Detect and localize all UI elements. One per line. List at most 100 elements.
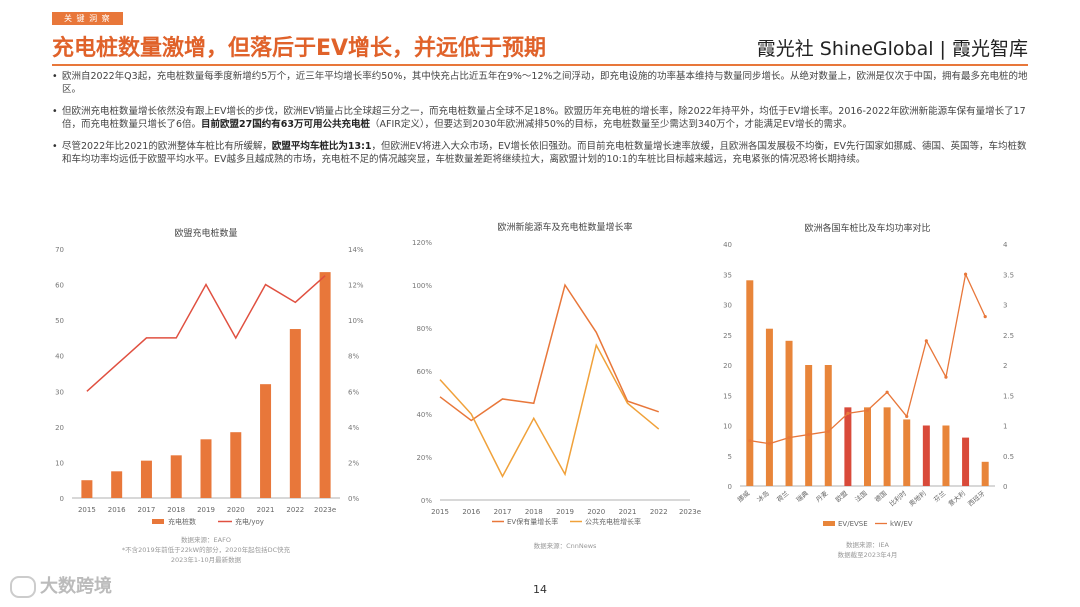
legend-swatch-bar — [152, 519, 164, 524]
y-right-tick-label: 10% — [348, 317, 364, 325]
y-right-tick-label: 1 — [1003, 423, 1007, 431]
y-right-tick-label: 8% — [348, 353, 359, 361]
y-right-tick-label: 3.5 — [1003, 271, 1014, 279]
page-number: 14 — [533, 583, 547, 596]
bar-ev-per-evse — [844, 407, 852, 486]
insight-highlight: 欧盟平均车桩比为13:1 — [271, 140, 372, 152]
line-point — [807, 432, 811, 437]
line-point — [767, 442, 772, 446]
chart-source-note: 数据来源：EAFO — [181, 535, 231, 544]
x-tick-label: 法国 — [853, 489, 869, 504]
legend-label: 公共充电桩增长率 — [585, 517, 641, 526]
x-tick-label: 2015 — [431, 508, 449, 516]
y-left-tick-label: 60 — [55, 282, 64, 290]
chart-source-note: *不含2019年前低于22kW的部分，2020年起包括DC快充 — [122, 545, 291, 554]
y-left-tick-label: 20 — [55, 424, 64, 432]
header-divider — [52, 64, 1028, 66]
insight-text: 但欧洲充电桩数量增长依然没有跟上EV增长的步伐，欧洲EV销量占比全球超三分之一，… — [62, 105, 1026, 131]
y-left-tick-label: 70 — [55, 246, 64, 254]
y-left-tick-label: 10 — [55, 459, 64, 467]
x-tick-label: 2017 — [494, 508, 512, 516]
x-tick-label: 2016 — [462, 508, 480, 516]
y-right-tick-label: 0% — [348, 495, 359, 503]
x-tick-label: 欧盟 — [833, 488, 849, 504]
y-tick-label: 120% — [412, 239, 432, 247]
page-title: 充电桩数量激增，但落后于EV增长，并远低于预期 — [52, 36, 547, 61]
x-tick-label: 丹麦 — [814, 488, 830, 504]
x-tick-label: 2016 — [108, 506, 126, 514]
bar-ev-per-evse — [903, 419, 911, 486]
bar-charger-count — [319, 272, 331, 498]
x-tick-label: 2019 — [197, 506, 215, 514]
x-tick-label: 2021 — [619, 508, 637, 516]
line-point — [787, 436, 791, 440]
chart-eu-charger-count: 欧盟充电桩数量 0 10 20 30 40 50 60 70 0% 2% 4% 6% 8% 10% 12% 14… — [55, 227, 364, 564]
y-left-tick-label: 30 — [55, 388, 64, 396]
x-tick-label: 德国 — [873, 489, 889, 504]
brand-logo: 霞光社 ShineGlobal | 霞光智库 — [756, 38, 1028, 60]
y-left-tick-label: 0 — [60, 495, 64, 503]
y-left-tick-label: 30 — [723, 302, 732, 310]
y-right-tick-label: 14% — [348, 246, 364, 254]
bar-ev-per-evse — [981, 461, 989, 486]
y-left-tick-label: 35 — [723, 271, 732, 279]
x-tick-label: 瑞典 — [794, 488, 810, 504]
legend-label: 充电/yoy — [235, 517, 264, 526]
bar-ev-per-evse — [922, 425, 930, 486]
bar-charger-count — [289, 329, 301, 498]
x-tick-label: 2022 — [650, 508, 668, 516]
x-tick-label: 奥地利 — [907, 489, 928, 508]
line-point — [924, 339, 928, 343]
bar-charger-count — [200, 439, 212, 498]
watermark: 大数跨境 — [10, 572, 112, 598]
line-point — [826, 429, 830, 434]
insight-text: 欧洲自2022年Q3起，充电桩数量每季度新增约5万个，近三年平均增长率约50%，… — [62, 71, 1028, 96]
line-point — [944, 375, 948, 379]
key-insights: 欧洲自2022年Q3起，充电桩数量每季度新增约5万个，近三年平均增长率约50%，… — [52, 70, 1032, 174]
line-yoy-series — [86, 275, 326, 392]
line-point — [963, 272, 968, 276]
x-tick-label: 2017 — [138, 506, 156, 514]
x-tick-label: 2018 — [525, 508, 543, 516]
bar-ev-per-evse — [824, 365, 832, 486]
y-left-tick-label: 0 — [728, 483, 732, 491]
y-right-tick-label: 2% — [348, 459, 359, 467]
insight-text: ，但欧洲EV将进入大众市场，EV增长依旧强劲。而目前充电桩数量增长速率放缓，且欧… — [62, 140, 1027, 166]
x-tick-label: 比利时 — [887, 488, 908, 508]
y-right-tick-label: 6% — [348, 388, 359, 396]
y-right-tick-label: 12% — [348, 282, 364, 290]
line-series-2 — [439, 343, 660, 478]
y-left-tick-label: 40 — [723, 241, 732, 249]
bar-charger-count — [140, 460, 152, 498]
chart-source-note: 2023年1-10月最新数据 — [171, 555, 242, 564]
watermark-logo-icon — [10, 576, 36, 598]
insight-3: 尽管2022年比2021的欧洲整体车桩比有所缓解，欧盟平均车桩比为13:1，但欧… — [52, 140, 1032, 167]
y-left-tick-label: 25 — [723, 332, 732, 340]
y-tick-label: 40% — [416, 411, 432, 419]
x-tick-label: 2023e — [679, 508, 701, 516]
x-tick-label: 2020 — [227, 506, 245, 514]
chart-country-ratio: 欧洲各国车桩比及车均功率对比 0 5 10 15 20 25 30 35 40 0 0.5 1 1.5 2 2… — [723, 222, 1014, 559]
y-tick-label: 100% — [412, 282, 432, 290]
bar-ev-per-evse — [805, 365, 813, 486]
chart-source-note: 数据截至2023年4月 — [838, 550, 898, 559]
y-right-tick-label: 2.5 — [1003, 332, 1014, 340]
x-tick-label: 2023e — [314, 506, 336, 514]
legend-label: EV/EVSE — [838, 520, 868, 528]
legend-label: EV保有量增长率 — [507, 517, 558, 526]
line-point — [905, 414, 909, 419]
bar-ev-per-evse — [883, 407, 891, 486]
chart-growth-rate: 欧洲新能源车及充电桩数量增长率 0% 20% 40% 60% 80% 100% 120% 201… — [412, 221, 701, 550]
line-point — [748, 439, 752, 443]
y-left-tick-label: 50 — [55, 317, 64, 325]
legend-label: 充电桩数 — [168, 517, 196, 526]
x-tick-label: 芬兰 — [932, 488, 948, 504]
bar-ev-per-evse — [962, 437, 970, 486]
x-tick-label: 2020 — [587, 508, 605, 516]
y-tick-label: 0% — [421, 497, 432, 505]
x-tick-label: 意大利 — [946, 489, 967, 508]
section-tag: 关 键 洞 察 — [52, 12, 123, 25]
x-tick-label: 挪威 — [735, 488, 751, 504]
line-point — [846, 411, 850, 415]
bar-ev-per-evse — [765, 328, 773, 486]
